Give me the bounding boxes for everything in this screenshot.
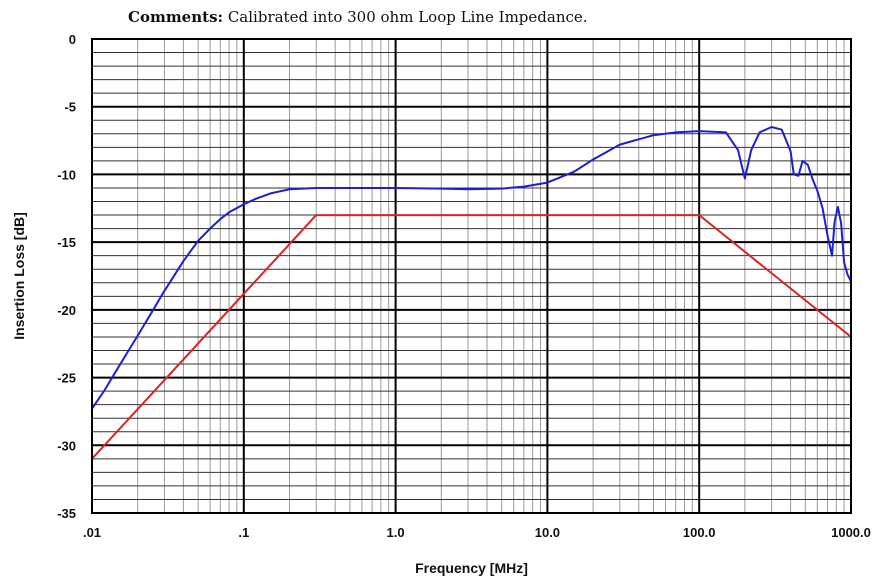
y-tick-label: -25: [57, 371, 76, 386]
x-tick-label: 1.0: [387, 525, 405, 540]
y-tick-label: -5: [64, 100, 76, 115]
x-tick-label: 1000.0: [831, 525, 871, 540]
minor-grid: [92, 39, 851, 513]
major-grid: [91, 38, 852, 514]
x-tick-label: .1: [238, 525, 249, 540]
x-axis-title: Frequency [MHz]: [415, 560, 528, 576]
y-tick-label: -35: [57, 506, 76, 521]
comments-line: Comments: Calibrated into 300 ohm Loop L…: [128, 8, 588, 26]
tick-labels: .01 .1 1.0 10.0 100.0 1000.0 0 -5 -10 -15 -20 -25 -3…: [57, 32, 871, 540]
y-tick-label: -10: [57, 167, 76, 182]
x-tick-label: 10.0: [535, 525, 560, 540]
y-axis-title: Insertion Loss [dB]: [11, 212, 27, 340]
comments-label: Comments:: [128, 8, 224, 26]
y-tick-label: -30: [57, 438, 76, 453]
y-tick-label: -20: [57, 303, 76, 318]
y-tick-label: -15: [57, 235, 76, 250]
comments-text: Calibrated into 300 ohm Loop Line Impeda…: [227, 8, 588, 26]
x-tick-label: .01: [83, 525, 101, 540]
red-series-line: [91, 214, 852, 460]
plot-frame: [91, 38, 852, 514]
x-tick-label: 100.0: [683, 525, 716, 540]
y-tick-label: 0: [69, 32, 76, 47]
blue-series-line: [91, 126, 852, 410]
series-layer: [91, 126, 852, 460]
